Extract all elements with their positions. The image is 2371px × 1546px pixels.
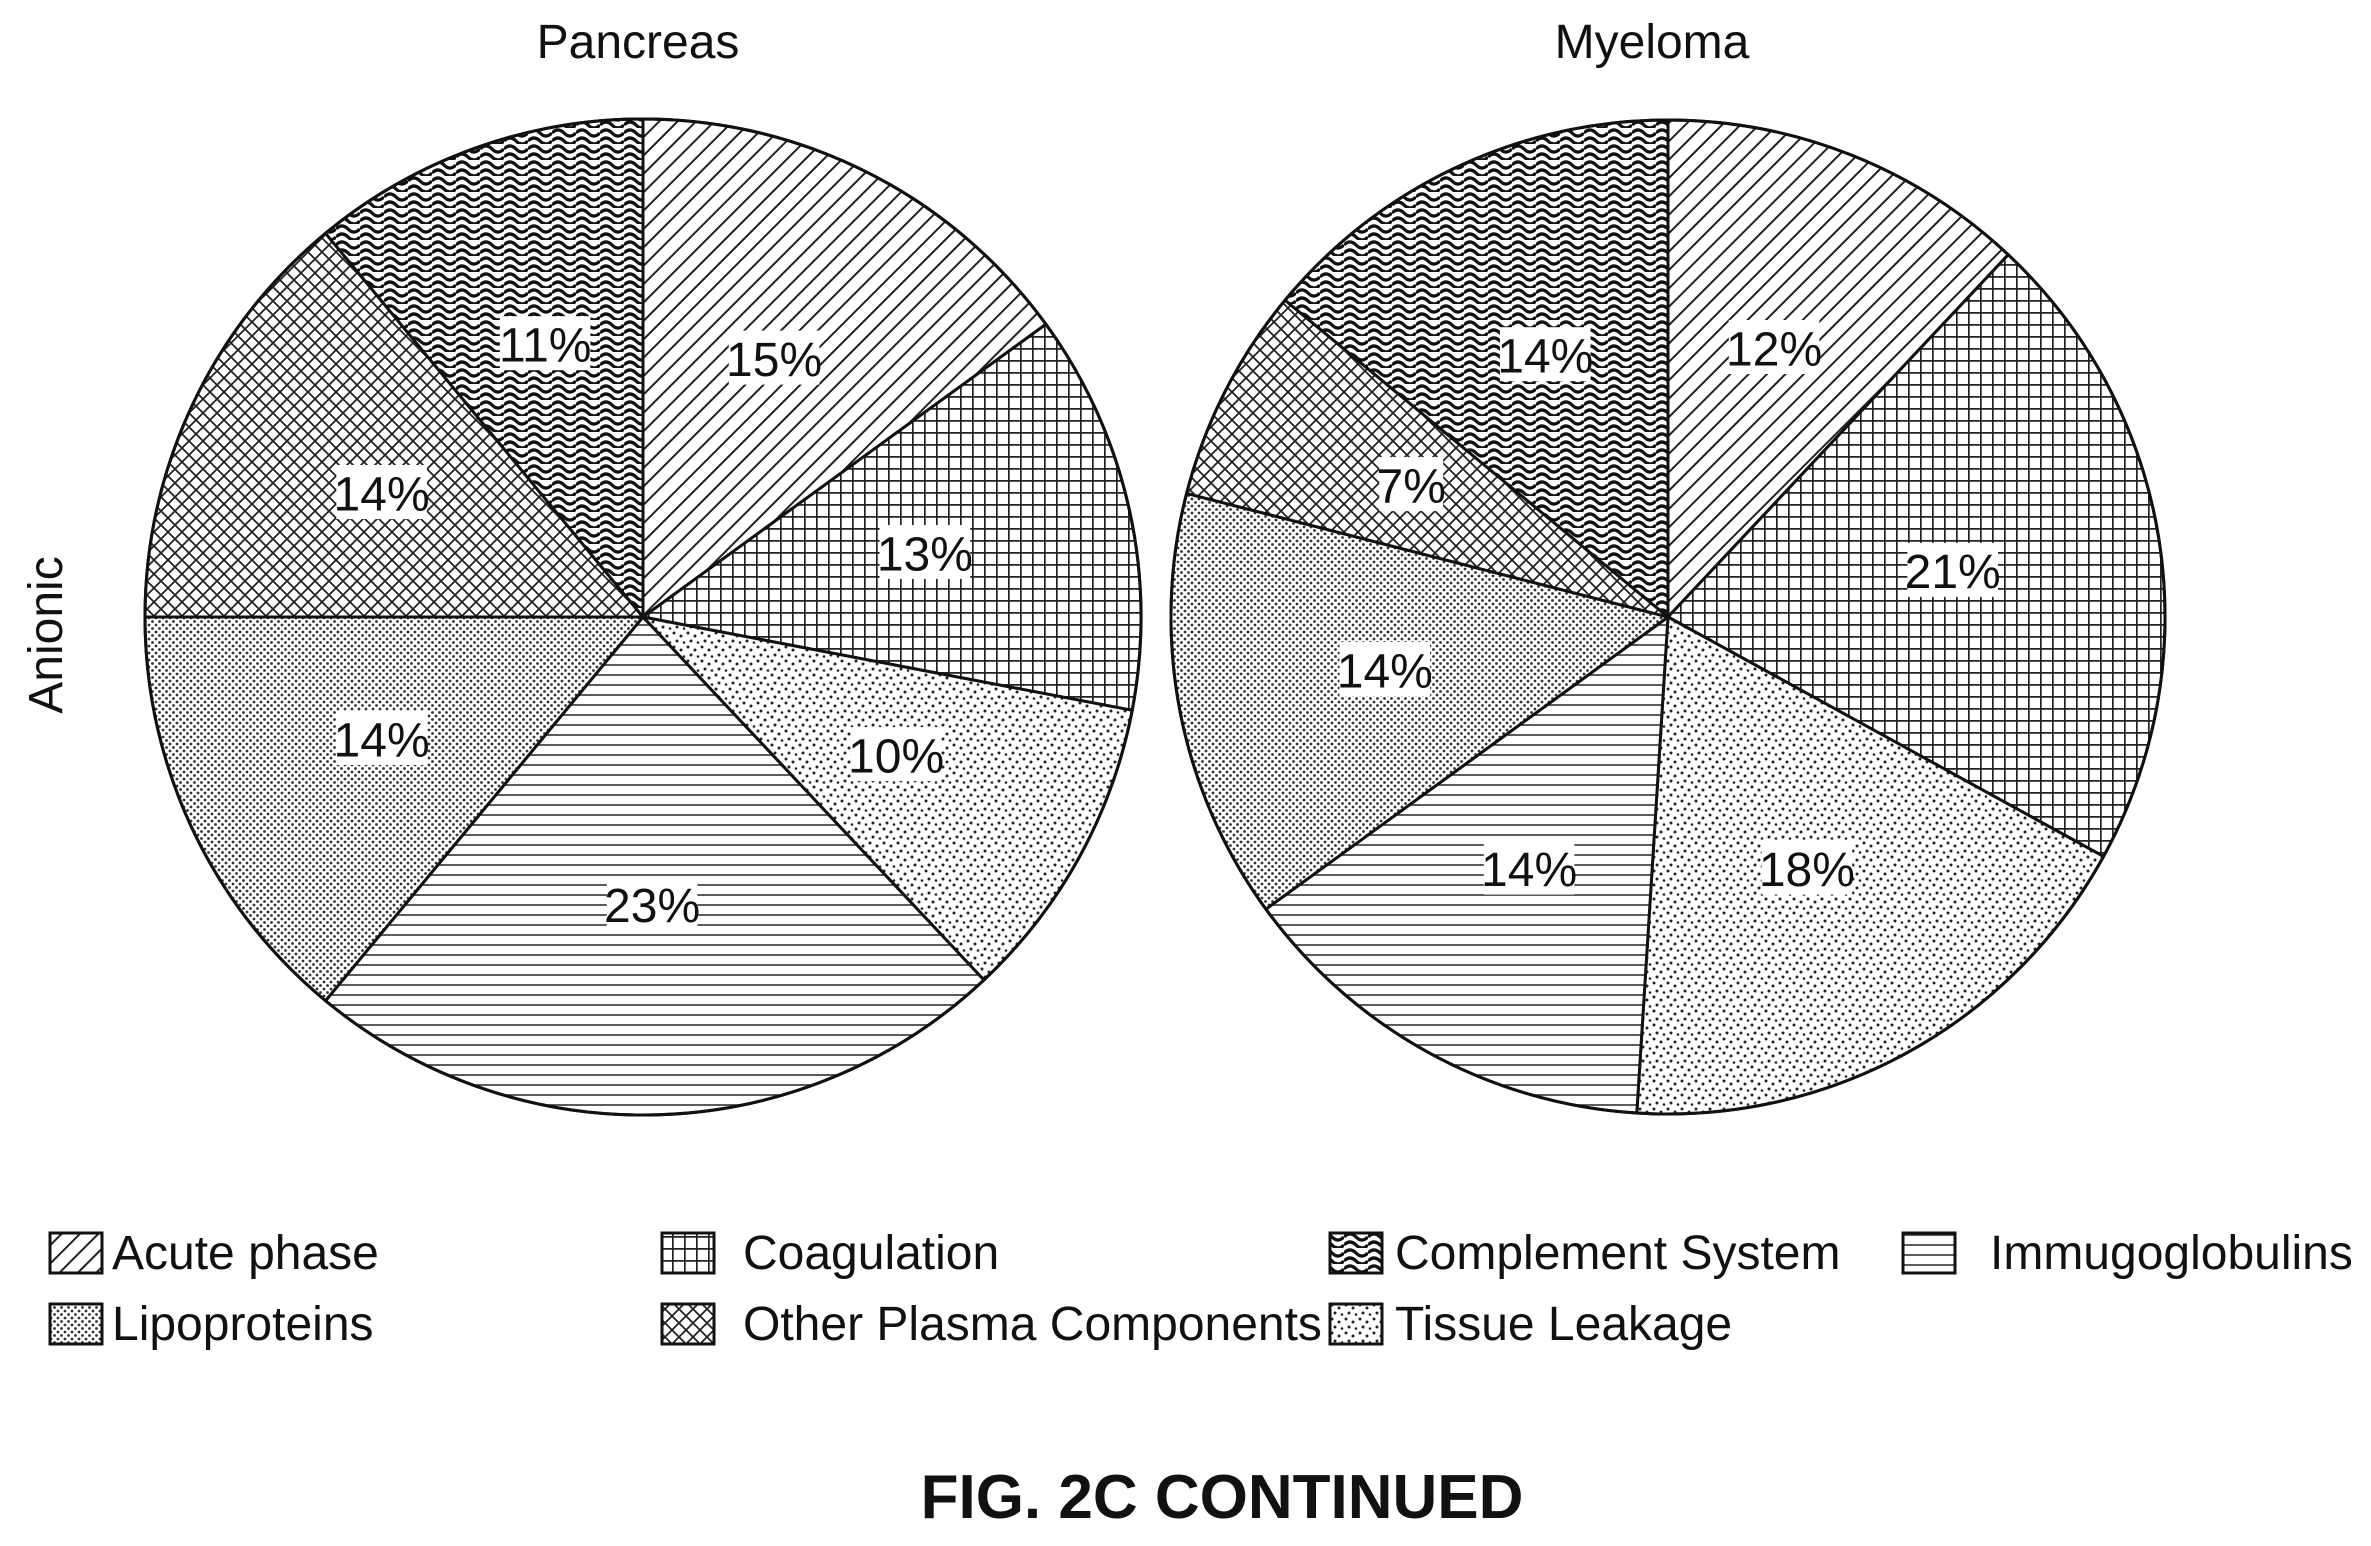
slice-label-background xyxy=(1761,840,1853,895)
legend-swatch xyxy=(1328,1231,1384,1275)
pie-chart-pancreas: Pancreas 15% 13% 10% 23% 14% 14% 11% xyxy=(143,16,1143,1117)
legend-item-immugoglobulins: Immugoglobulins xyxy=(1901,1227,2353,1280)
pie-outline xyxy=(143,117,1143,1117)
legend-swatch xyxy=(48,1302,104,1346)
slice-label-lipoproteins: 14% xyxy=(334,714,430,767)
slice-label-background xyxy=(336,711,427,765)
legend-swatch xyxy=(1901,1231,1957,1275)
slice-label-background xyxy=(1907,542,1998,597)
slice-label-other-plasma-components: 14% xyxy=(334,468,430,521)
pie-slices xyxy=(1169,118,2167,1116)
slice-label-background xyxy=(1728,320,1820,374)
slice-label-immugoglobulins: 23% xyxy=(604,880,700,933)
slice-label-other-plasma-components: 7% xyxy=(1377,461,1446,514)
slice-label-background xyxy=(1379,457,1444,512)
slice-label-background xyxy=(1339,642,1431,696)
pie-slice-labels: 15% 13% 10% 23% 14% 14% 11% xyxy=(334,316,973,933)
row-label: Anionic xyxy=(20,556,73,713)
slice-label-background xyxy=(1483,840,1575,895)
slice-label-coagulation: 21% xyxy=(1905,546,2001,599)
slice-label-tissue-leakage: 18% xyxy=(1759,844,1855,897)
legend: Acute phase Coagulation Complement System I… xyxy=(48,1227,2353,1351)
slice-label-coagulation: 13% xyxy=(877,528,973,581)
legend-label: Lipoproteins xyxy=(112,1298,374,1351)
legend-item-coagulation: Coagulation xyxy=(660,1227,999,1280)
slice-label-acute-phase: 15% xyxy=(726,334,822,387)
legend-item-complement-system: Complement System xyxy=(1328,1227,1840,1280)
pie-title: Pancreas xyxy=(537,16,740,69)
legend-swatch xyxy=(660,1231,716,1275)
legend-label: Acute phase xyxy=(112,1227,379,1280)
slice-label-background xyxy=(879,525,971,579)
legend-label: Complement System xyxy=(1395,1227,1840,1280)
legend-item-tissue-leakage: Tissue Leakage xyxy=(1328,1298,1732,1351)
legend-label: Immugoglobulins xyxy=(1990,1227,2353,1280)
legend-swatch xyxy=(48,1231,104,1275)
legend-label: Other Plasma Components xyxy=(743,1298,1322,1351)
pie-slices xyxy=(143,117,1143,1117)
slice-label-background xyxy=(728,330,820,385)
legend-item-lipoproteins: Lipoproteins xyxy=(48,1298,374,1351)
pie-slice-labels: 12% 21% 18% 14% 14% 7% 14% xyxy=(1337,320,2001,897)
legend-item-other-plasma-components: Other Plasma Components xyxy=(660,1298,1322,1351)
slice-label-complement-system: 14% xyxy=(1497,331,1593,384)
legend-label: Tissue Leakage xyxy=(1395,1298,1732,1351)
slice-label-background xyxy=(499,316,591,371)
slice-label-complement-system: 11% xyxy=(499,320,592,373)
slice-label-background xyxy=(606,876,698,931)
slice-label-background xyxy=(336,465,427,519)
slice-label-background xyxy=(1499,327,1591,382)
pie-outline xyxy=(1169,118,2167,1116)
legend-label: Coagulation xyxy=(743,1227,999,1280)
slice-label-background xyxy=(850,727,942,782)
legend-swatch xyxy=(1328,1302,1384,1346)
pie-title: Myeloma xyxy=(1555,16,1750,69)
pie-chart-myeloma: Myeloma 12% 21% 18% 14% 14% 7% 14% xyxy=(1169,16,2167,1116)
legend-item-acute-phase: Acute phase xyxy=(48,1227,379,1280)
slice-label-tissue-leakage: 10% xyxy=(848,731,944,784)
legend-swatch xyxy=(660,1302,716,1346)
slice-label-acute-phase: 12% xyxy=(1726,323,1822,376)
figure-caption: FIG. 2C CONTINUED xyxy=(921,1463,1524,1532)
slice-label-immugoglobulins: 14% xyxy=(1481,844,1577,897)
slice-label-lipoproteins: 14% xyxy=(1337,645,1433,698)
